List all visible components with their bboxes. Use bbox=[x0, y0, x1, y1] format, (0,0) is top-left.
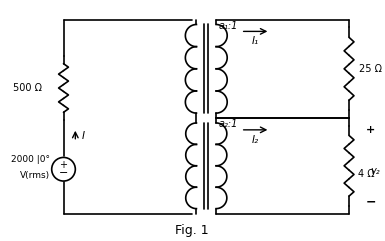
Text: 500 Ω: 500 Ω bbox=[13, 83, 42, 93]
Text: 4 Ω: 4 Ω bbox=[358, 169, 375, 179]
Text: +: + bbox=[366, 125, 375, 135]
Text: I₂: I₂ bbox=[252, 135, 259, 145]
Text: a₁:1: a₁:1 bbox=[218, 20, 238, 31]
Text: a₂:1: a₂:1 bbox=[218, 119, 238, 129]
Text: V(rms): V(rms) bbox=[20, 171, 50, 180]
Text: v₂: v₂ bbox=[370, 166, 380, 176]
Text: −: − bbox=[59, 168, 68, 178]
Text: I: I bbox=[81, 131, 84, 141]
Text: 2000 |0°: 2000 |0° bbox=[11, 155, 50, 164]
Text: 25 Ω: 25 Ω bbox=[359, 64, 382, 74]
Text: I₁: I₁ bbox=[252, 36, 259, 46]
Text: −: − bbox=[365, 195, 376, 208]
Text: +: + bbox=[60, 160, 67, 170]
Text: Fig. 1: Fig. 1 bbox=[175, 224, 208, 237]
